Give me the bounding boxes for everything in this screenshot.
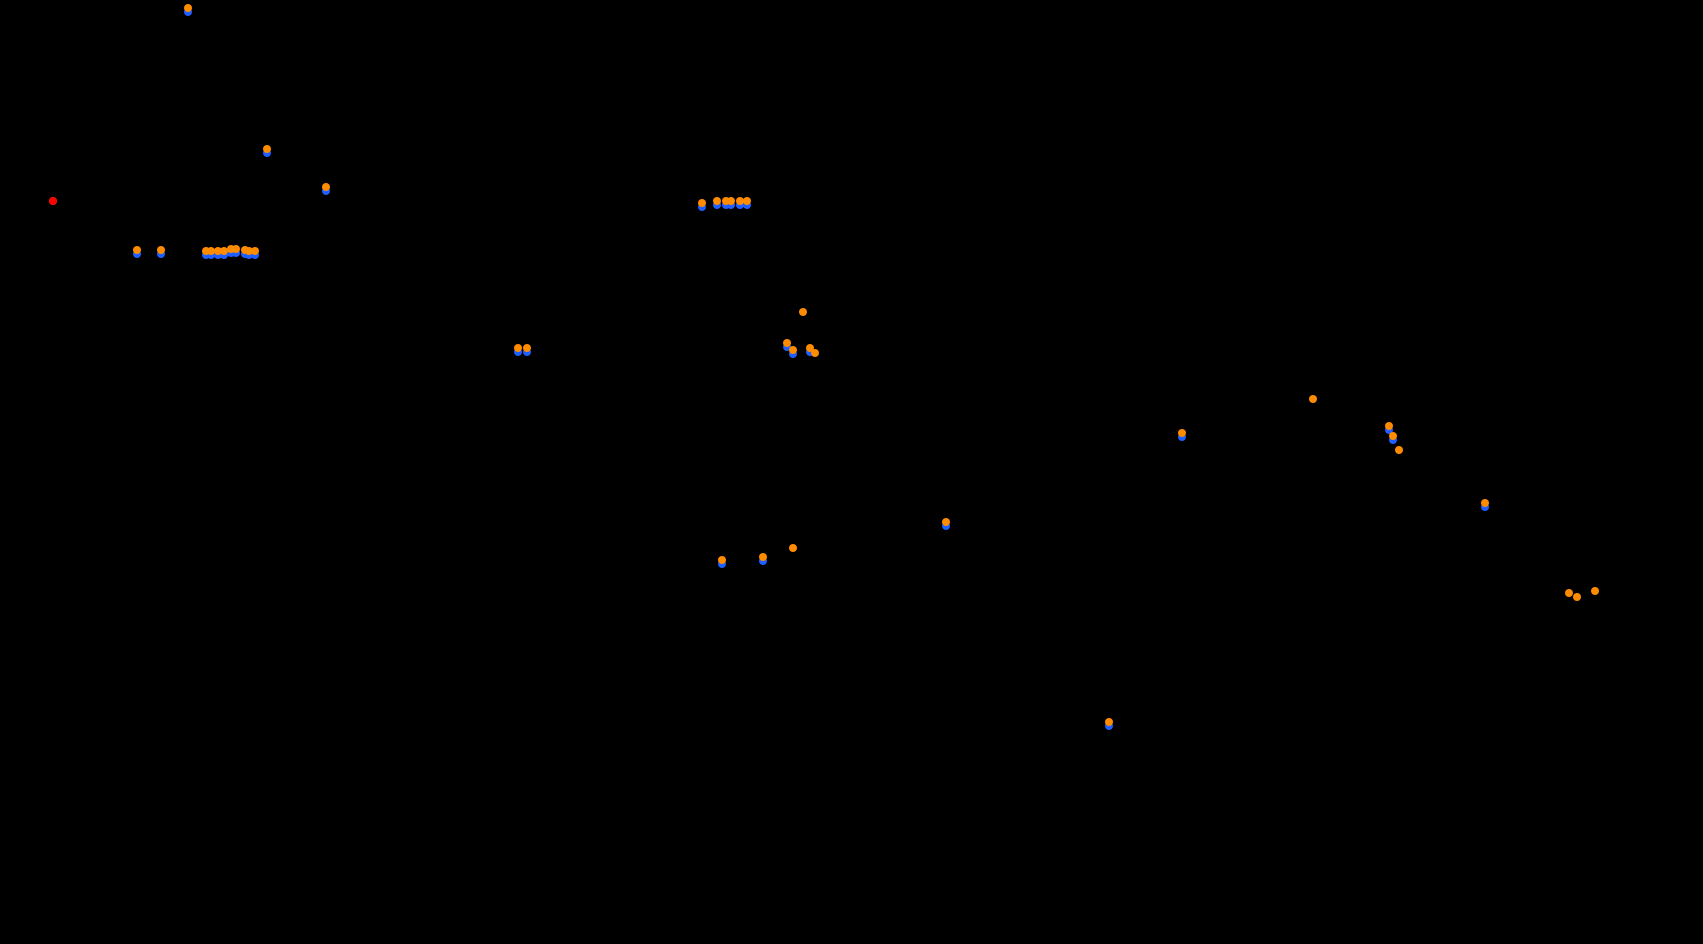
point-orange (942, 518, 950, 526)
point-orange (263, 145, 271, 153)
point-orange (1389, 432, 1397, 440)
point-red (49, 197, 57, 205)
point-orange (811, 349, 819, 357)
point-orange (759, 553, 767, 561)
point-orange (713, 197, 721, 205)
point-orange (727, 197, 735, 205)
scatter-plot (0, 0, 1703, 944)
point-orange (1481, 499, 1489, 507)
point-orange (698, 199, 706, 207)
point-orange (743, 197, 751, 205)
point-orange (1309, 395, 1317, 403)
point-orange (789, 544, 797, 552)
point-orange (1178, 429, 1186, 437)
point-orange (514, 344, 522, 352)
point-orange (799, 308, 807, 316)
point-orange (1395, 446, 1403, 454)
point-orange (184, 4, 192, 12)
point-orange (1591, 587, 1599, 595)
point-orange (1573, 593, 1581, 601)
point-orange (133, 246, 141, 254)
point-orange (789, 346, 797, 354)
point-orange (1105, 718, 1113, 726)
point-orange (251, 247, 259, 255)
point-orange (232, 245, 240, 253)
point-orange (322, 183, 330, 191)
point-orange (1565, 589, 1573, 597)
point-orange (523, 344, 531, 352)
point-orange (157, 246, 165, 254)
point-orange (1385, 422, 1393, 430)
point-orange (718, 556, 726, 564)
